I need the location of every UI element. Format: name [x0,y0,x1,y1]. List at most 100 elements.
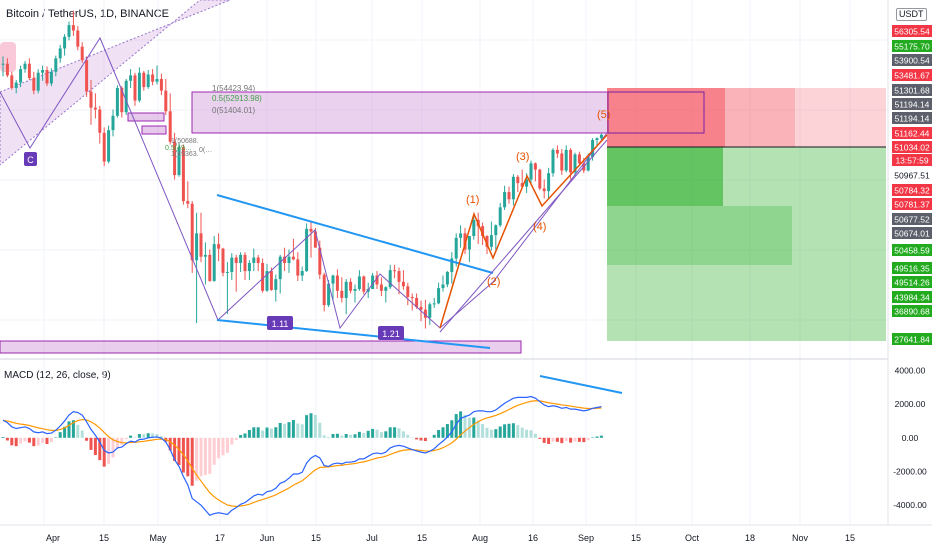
candle-body [151,74,155,82]
macd-trendline[interactable] [539,375,623,394]
candle-body [177,147,181,176]
price-tag-label: 49514.26 [894,278,930,288]
support-trendline[interactable] [216,319,491,349]
wave-label-4: (4) [533,221,546,233]
macd-histogram-bar [252,427,256,438]
macd-histogram-bar [85,437,89,441]
candle-body [54,58,58,72]
price-tag [892,333,932,345]
stop-box-outline [607,91,705,134]
candle-body [120,87,124,113]
candle-body [203,254,207,257]
macd-histogram-bar [445,424,449,438]
candle-body [423,309,427,318]
macd-histogram-bar [437,429,441,438]
macd-histogram-bar [582,437,586,443]
candle-body [76,30,80,47]
macd-histogram-bar [441,427,445,438]
price-tag [892,198,932,210]
currency-badge[interactable]: USDT [896,8,927,21]
candle-body [560,153,564,171]
elliott-wave[interactable] [439,134,608,329]
price-tag-label: 27641.84 [894,335,930,345]
macd-histogram-bar [199,437,203,477]
time-axis-label: Oct [685,533,700,543]
macd-histogram-bar [239,435,243,438]
badge-ratio-b[interactable] [378,326,404,340]
wave-label-3: (3) [516,151,529,163]
candle-body [388,270,392,288]
candle-body [296,259,300,276]
fib-level-0: 0(51404.01) [212,106,255,115]
candle-body [80,46,84,61]
macd-histogram-bar [384,431,388,438]
macd-histogram-bar [256,427,260,438]
macd-scale[interactable]: 4000.00 2000.00 0.00 -2000.00 -4000.00 [893,365,927,510]
macd-histogram-bar [533,433,537,438]
candle-body [32,78,36,91]
macd-histogram-bar [63,426,67,438]
macd-histogram-bar [296,423,300,438]
price-tag [892,227,932,239]
falling-trendline[interactable] [216,194,494,274]
macd-histogram-bar [10,437,14,446]
price-tag [892,276,932,288]
candle-body [283,256,287,263]
fib-level-05: 0.5(52913.98) [212,94,262,103]
macd-histogram-bar [547,437,551,444]
candle-body [256,257,260,263]
wave-channel-lower [439,139,608,333]
macd-histogram-bar [111,437,115,458]
macd-histogram-bar [27,437,31,443]
macd-histogram [1,411,603,486]
macd-histogram-bar [274,427,278,438]
candle-body [5,63,9,76]
price-scale[interactable]: 56305.54 55175.70 53900.54 53481.67 51301.68… [892,25,932,345]
macd-scale-label: 4000.00 [895,365,926,375]
candle-body [353,288,357,291]
badge-c[interactable] [24,152,37,166]
candle-body [217,244,221,249]
macd-histogram-bar [489,429,493,438]
candle-body [146,74,150,88]
candle-body [520,183,524,187]
macd-histogram-bar [525,429,529,438]
candle-body [269,271,273,290]
macd-histogram-bar [186,437,190,477]
price-tag [892,154,932,166]
candle-body [384,287,388,291]
price-tag [892,84,932,96]
candle-body [124,80,128,113]
macd-histogram-bar [54,437,58,439]
candle-body [107,130,111,162]
candle-body [441,284,445,289]
target-zone-2 [607,206,792,265]
candle-body [111,115,115,131]
badge-c-label: C [27,155,34,165]
macd-histogram-bar [340,435,344,438]
macd-histogram-bar [485,427,489,438]
candle-body [63,36,67,49]
macd-histogram-bar [494,429,498,438]
target-zone-top [723,147,886,206]
macd-histogram-bar [129,435,133,438]
candle-body [155,78,159,82]
candle-body [445,271,449,285]
time-axis[interactable]: Apr 15 May 17 Jun 15 Jul 15 Aug 16 Sep 15 Oct 18 Nov 15 [46,533,855,543]
macd-histogram-bar [498,426,502,438]
price-tag-label: 51194.14 [895,100,930,110]
candle-body [437,288,441,304]
macd-histogram-bar [234,437,238,440]
candle-body [481,226,485,237]
macd-histogram-bar [379,432,383,438]
price-tag-label: 49516.35 [894,264,930,274]
macd-histogram-bar [155,434,159,438]
macd-histogram-bar [190,437,194,486]
candle-body [164,90,168,112]
candle-body [89,91,93,108]
candle-body [529,163,533,180]
candle-body [538,169,542,189]
candle-body [459,233,463,238]
badge-ratio-a[interactable] [267,316,293,330]
